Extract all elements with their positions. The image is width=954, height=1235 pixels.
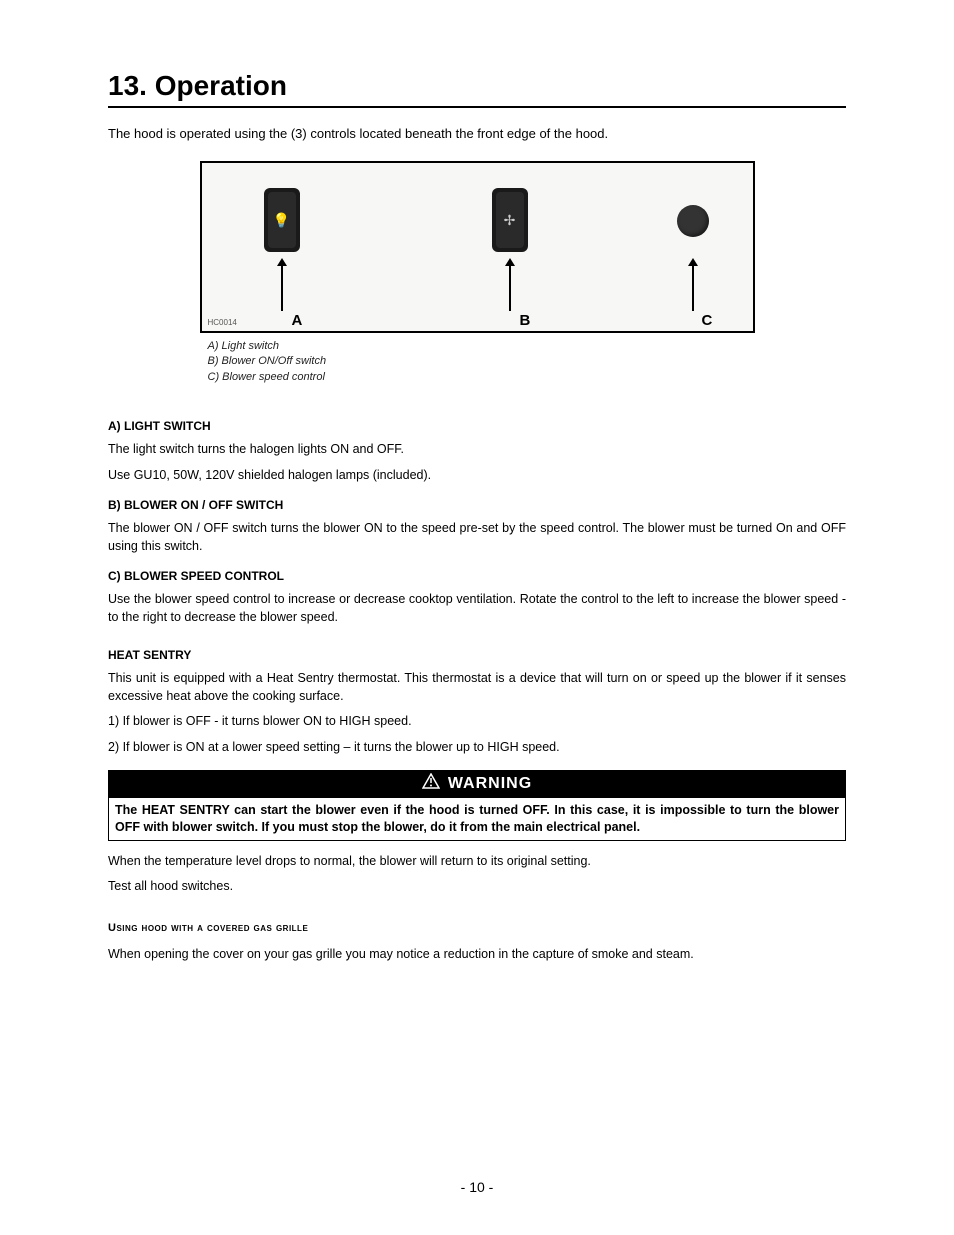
heading-heat-sentry: HEAT SENTRY	[108, 648, 846, 662]
label-a: A	[292, 312, 303, 329]
heat-sentry-p3: 2) If blower is ON at a lower speed sett…	[108, 739, 846, 757]
caption-a: A) Light switch	[208, 339, 755, 354]
light-icon: 💡	[273, 212, 290, 229]
fan-icon: ✢	[504, 212, 516, 229]
light-switch-p2: Use GU10, 50W, 120V shielded halogen lam…	[108, 467, 846, 485]
warning-header: WARNING	[108, 770, 846, 797]
controls-figure: 💡 ✢ A B C HC0014	[200, 161, 755, 333]
arrow-b	[509, 266, 511, 311]
page-number: - 10 -	[0, 1179, 954, 1195]
caption-b: B) Blower ON/Off switch	[208, 354, 755, 369]
light-switch-graphic: 💡	[264, 188, 300, 252]
heading-light-switch: A) LIGHT SWITCH	[108, 419, 846, 433]
content-block: A) LIGHT SWITCH The light switch turns t…	[108, 419, 846, 963]
blower-switch-p1: The blower ON / OFF switch turns the blo…	[108, 520, 846, 555]
figure-caption: A) Light switch B) Blower ON/Off switch …	[208, 339, 755, 385]
figure-ref: HC0014	[208, 318, 237, 327]
heat-sentry-p2: 1) If blower is OFF - it turns blower ON…	[108, 713, 846, 731]
section-number: 13.	[108, 70, 147, 101]
heat-sentry-p1: This unit is equipped with a Heat Sentry…	[108, 670, 846, 705]
speed-knob-graphic	[677, 205, 709, 237]
intro-text: The hood is operated using the (3) contr…	[108, 126, 846, 141]
warning-label: WARNING	[448, 775, 532, 793]
blower-switch-graphic: ✢	[492, 188, 528, 252]
label-b: B	[520, 312, 531, 329]
figure-wrapper: 💡 ✢ A B C HC0014 A) Light switch B) Blow…	[200, 161, 755, 385]
caption-c: C) Blower speed control	[208, 370, 755, 385]
label-c: C	[702, 312, 713, 329]
section-name: Operation	[155, 70, 287, 101]
grille-p1: When opening the cover on your gas grill…	[108, 946, 846, 964]
heading-blower-switch: B) BLOWER ON / OFF SWITCH	[108, 498, 846, 512]
light-switch-p1: The light switch turns the halogen light…	[108, 441, 846, 459]
section-title: 13. Operation	[108, 70, 846, 108]
warning-body: The HEAT SENTRY can start the blower eve…	[108, 797, 846, 841]
heading-speed-control: C) BLOWER SPEED CONTROL	[108, 569, 846, 583]
post-warning-p1: When the temperature level drops to norm…	[108, 853, 846, 871]
heading-grille: Using hood with a covered gas grille	[108, 922, 846, 934]
speed-control-p1: Use the blower speed control to increase…	[108, 591, 846, 626]
post-warning-p2: Test all hood switches.	[108, 878, 846, 896]
arrow-a	[281, 266, 283, 311]
arrow-c	[692, 266, 694, 311]
warning-icon	[422, 773, 440, 794]
